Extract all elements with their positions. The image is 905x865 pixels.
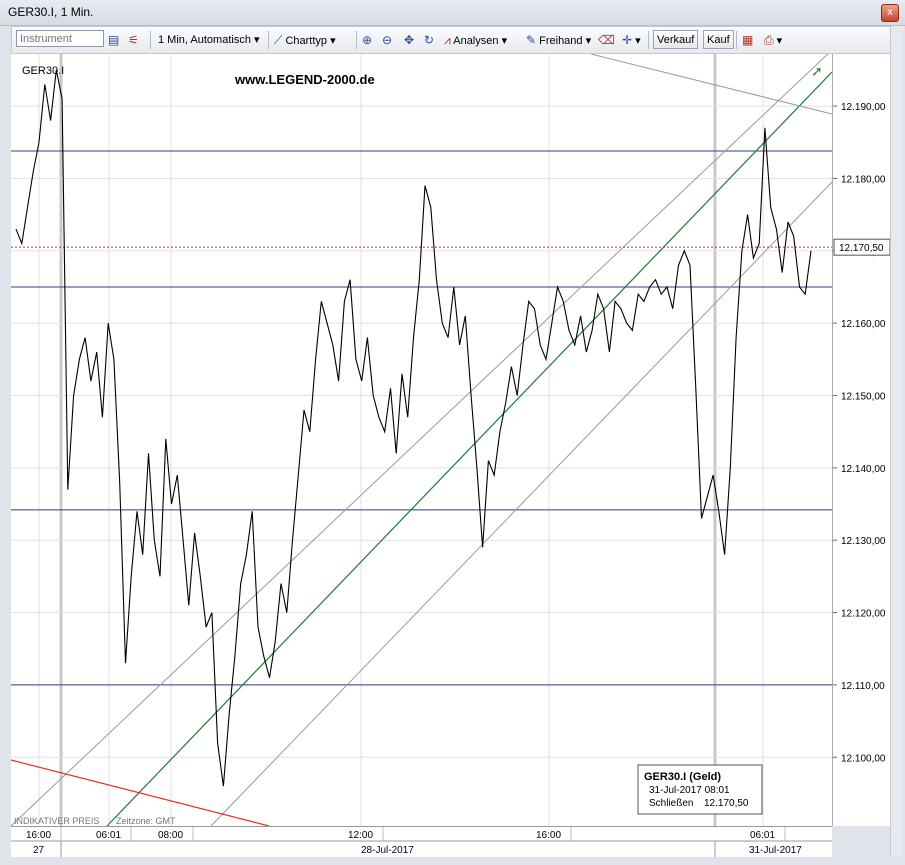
watermark-text: www.LEGEND-2000.de	[234, 72, 375, 87]
title-bar: GER30.I, 1 Min. x	[0, 0, 905, 26]
toolbar-separator	[648, 31, 649, 49]
chevron-down-icon: ▾	[330, 35, 336, 47]
x-tick-label: 06:01	[750, 830, 775, 841]
print-icon: ⎙	[764, 33, 774, 47]
status-up-icon: ➚	[811, 63, 823, 79]
y-tick-label: 12.190,00	[841, 102, 886, 113]
verkauf-button[interactable]: Verkauf	[653, 30, 699, 49]
date-label: 28-Jul-2017	[361, 845, 414, 856]
analysen-dropdown[interactable]: ⩘ Analysen ▾	[444, 31, 507, 49]
chart-settings-icon[interactable]: ▦	[742, 33, 754, 47]
eraser-icon[interactable]: ⌫	[598, 33, 615, 47]
x-tick-label: 06:01	[96, 830, 121, 841]
instrument-input[interactable]	[16, 30, 104, 47]
price-ticks: 12.100,00 12.110,00 12.120,00 12.130,00 12.1…	[833, 102, 886, 764]
chevron-down-icon: ▾	[501, 35, 508, 47]
line-chart-icon: ⟋	[274, 33, 283, 47]
channel-middle-line	[106, 71, 833, 827]
chevron-down-icon: ▾	[254, 34, 260, 46]
tooltip-title: GER30.I (Geld)	[644, 771, 721, 783]
chevron-down-icon: ▾	[776, 35, 783, 47]
date-ticks: 27 28-Jul-2017 31-Jul-2017	[33, 841, 802, 857]
kauf-button[interactable]: Kauf	[703, 30, 734, 49]
instrument-list-icon[interactable]: ▤	[108, 33, 120, 47]
toolbar-separator	[356, 31, 357, 49]
crosshair-icon: ✛	[622, 33, 633, 47]
tooltip-box: GER30.I (Geld) 31-Jul-2017 08:01 Schließ…	[637, 764, 763, 815]
red-trend-line	[10, 759, 270, 827]
vertical-scrollbar[interactable]	[890, 26, 903, 856]
pen-icon: ✎	[526, 33, 537, 47]
charttype-dropdown[interactable]: ⟋ Charttyp ▾	[274, 31, 336, 49]
y-tick-label: 12.140,00	[841, 464, 886, 475]
time-ticks: 16:00 06:01 08:00 12:00 16:00 06:01	[26, 827, 786, 841]
vertical-grid	[38, 54, 764, 826]
date-label: 31-Jul-2017	[749, 845, 802, 856]
y-tick-label: 12.100,00	[841, 753, 886, 764]
indicative-price-label: INDIKATIVER PREIS	[14, 816, 99, 826]
y-tick-label: 12.130,00	[841, 536, 886, 547]
close-button[interactable]: x	[881, 4, 899, 22]
freihand-dropdown[interactable]: ✎ Freihand ▾	[526, 31, 591, 49]
chevron-down-icon: ▾	[585, 35, 592, 47]
zoom-out-icon[interactable]: ⊖	[382, 33, 393, 47]
price-series-line	[15, 69, 812, 787]
horizontal-grid	[11, 105, 832, 758]
interval-dropdown[interactable]: 1 Min, Automatisch ▾	[158, 31, 260, 49]
x-tick-label: 16:00	[536, 830, 561, 841]
refresh-icon[interactable]: ↻	[424, 33, 435, 47]
trend-channel-lines	[10, 49, 833, 827]
window-title: GER30.I, 1 Min.	[8, 5, 94, 19]
y-tick-label: 12.180,00	[841, 174, 886, 185]
indicator-icon[interactable]: ⚟	[128, 33, 139, 47]
toolbar-separator	[736, 31, 737, 49]
price-axis-svg: 12.100,00 12.110,00 12.120,00 12.130,00 12.1…	[833, 102, 891, 764]
x-tick-label: 12:00	[348, 830, 373, 841]
price-chart: GER30.I www.LEGEND-2000.de INDIKATIVER P…	[10, 49, 833, 827]
chart-plot-area[interactable]: GER30.I www.LEGEND-2000.de INDIKATIVER P…	[10, 49, 833, 827]
crosshair-dropdown[interactable]: ✛ ▾	[622, 31, 641, 49]
x-tick-label: 08:00	[158, 830, 183, 841]
y-tick-label: 12.120,00	[841, 609, 886, 620]
symbol-label[interactable]: GER30.I	[22, 65, 64, 77]
date-label: 27	[33, 845, 45, 856]
fit-icon[interactable]: ✥	[404, 33, 415, 47]
analysen-label: Analysen	[453, 35, 499, 47]
chevron-down-icon: ▾	[635, 35, 641, 47]
current-price-marker: 12.170,50	[833, 238, 891, 256]
price-axis[interactable]: 12.100,00 12.110,00 12.120,00 12.130,00 12.1…	[832, 54, 891, 826]
support-resistance-lines	[11, 150, 832, 686]
time-axis-svg: 16:00 06:01 08:00 12:00 16:00 06:01 27 28-Jul-…	[11, 827, 832, 857]
analysis-icon: ⩘	[444, 33, 451, 47]
y-tick-label: 12.160,00	[841, 319, 886, 330]
freihand-label: Freihand	[539, 35, 583, 47]
chart-toolbar: ▤ ⚟ 1 Min, Automatisch ▾ ⟋ Charttyp ▾ ⊕ …	[11, 26, 892, 54]
toolbar-separator	[150, 31, 151, 49]
tooltip-datetime: 31-Jul-2017 08:01	[649, 785, 730, 796]
current-price-label: 12.170,50	[839, 243, 884, 254]
charttype-label: Charttyp	[285, 35, 328, 47]
channel-upper-line	[10, 49, 833, 827]
x-tick-label: 16:00	[26, 830, 51, 841]
timezone-label: Zeitzone: GMT	[116, 816, 176, 826]
channel-lower-line	[210, 181, 833, 827]
time-axis[interactable]: 16:00 06:01 08:00 12:00 16:00 06:01 27 28-Jul-…	[11, 826, 832, 857]
zoom-in-icon[interactable]: ⊕	[362, 33, 373, 47]
resistance-diagonal-line	[590, 53, 833, 115]
tooltip-close-label: Schließen	[649, 798, 693, 809]
interval-label: 1 Min, Automatisch	[158, 34, 251, 46]
y-tick-label: 12.150,00	[841, 392, 886, 403]
tooltip-close-value: 12.170,50	[704, 798, 749, 809]
print-dropdown[interactable]: ⎙ ▾	[764, 31, 782, 49]
toolbar-separator	[268, 31, 269, 49]
y-tick-label: 12.110,00	[841, 681, 885, 692]
